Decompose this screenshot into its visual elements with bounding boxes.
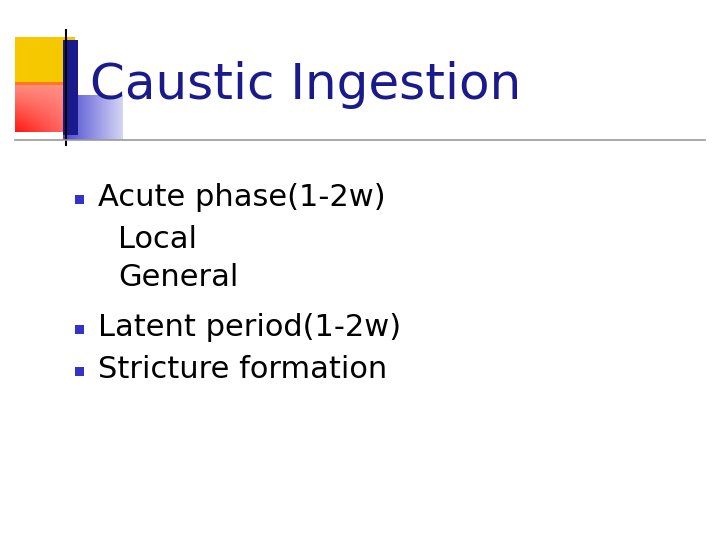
Bar [75, 325, 84, 334]
Text: General: General [118, 262, 238, 292]
Text: Acute phase(1-2w): Acute phase(1-2w) [98, 183, 386, 212]
Bar [75, 367, 84, 375]
Text: Caustic Ingestion: Caustic Ingestion [90, 61, 521, 109]
Bar [63, 40, 78, 135]
Text: Local: Local [118, 225, 197, 253]
Text: Latent period(1-2w): Latent period(1-2w) [98, 313, 401, 341]
Bar [15, 37, 75, 85]
Text: Stricture formation: Stricture formation [98, 354, 387, 383]
Bar [75, 194, 84, 204]
